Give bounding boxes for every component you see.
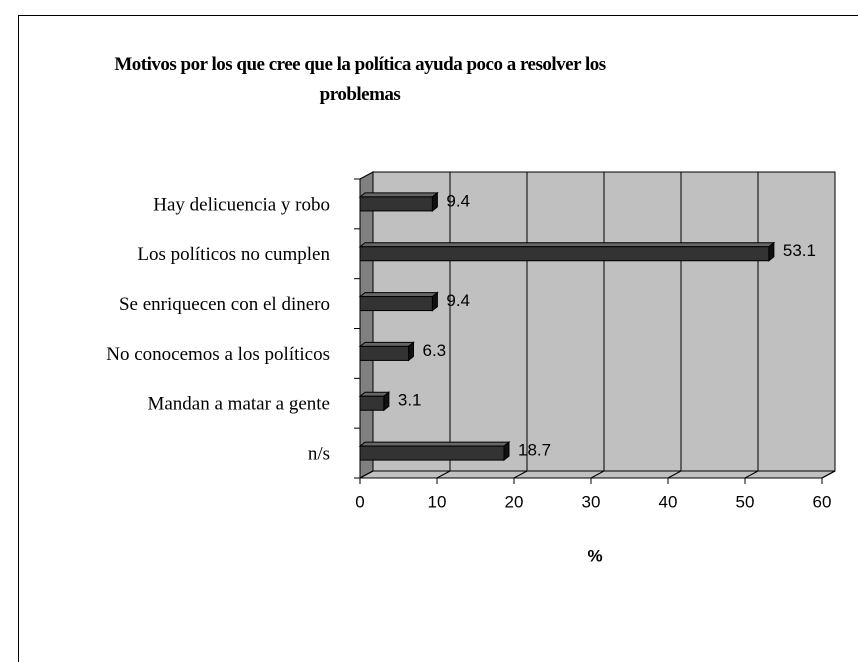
value-label: 6.3 (423, 341, 447, 360)
bar (359, 445, 505, 461)
value-label: 18.7 (518, 441, 551, 460)
bar-top-face (358, 192, 439, 198)
bar (359, 246, 770, 262)
x-tick-label: 30 (582, 492, 601, 511)
y-tick-label: Mandan a matar a gente (147, 394, 330, 415)
grid-line-floor (744, 470, 759, 479)
x-tick-label: 40 (659, 492, 678, 511)
x-tick-label: 10 (428, 492, 447, 511)
y-tick-label: n/s (308, 443, 330, 464)
grid-line-floor (436, 470, 451, 479)
grid-line-floor (667, 470, 682, 479)
y-tick-label: Hay delicuencia y robo (153, 194, 330, 215)
y-tick-label: Los políticos no cumplen (137, 244, 330, 265)
grid-line-floor (821, 470, 836, 479)
bar-top-face (358, 441, 511, 447)
grid-line-floor (590, 470, 605, 479)
grid-line-floor (359, 470, 374, 479)
bar-top-face (358, 292, 439, 298)
grid-line-floor (513, 470, 528, 479)
value-label: 9.4 (446, 191, 470, 210)
x-tick-label: 20 (505, 492, 524, 511)
value-label: 9.4 (446, 291, 470, 310)
bar (359, 345, 410, 361)
x-tick-label: 0 (355, 492, 364, 511)
x-tick-label: 50 (736, 492, 755, 511)
bar (359, 395, 385, 411)
x-axis-label: % (587, 546, 602, 565)
bar (359, 296, 433, 312)
y-tick-label: Se enriquecen con el dinero (119, 294, 330, 315)
side-wall (359, 171, 374, 479)
chart-title: Motivos por los que cree que la política… (114, 54, 606, 105)
value-label: 3.1 (398, 391, 422, 410)
bar-top-face (358, 242, 776, 248)
y-tick-label: No conocemos a los políticos (106, 344, 330, 365)
chart-frame (18, 15, 858, 662)
bar-top-face (358, 341, 415, 347)
x-tick-label: 60 (813, 492, 832, 511)
value-label: 53.1 (783, 241, 816, 260)
bar (359, 196, 433, 212)
